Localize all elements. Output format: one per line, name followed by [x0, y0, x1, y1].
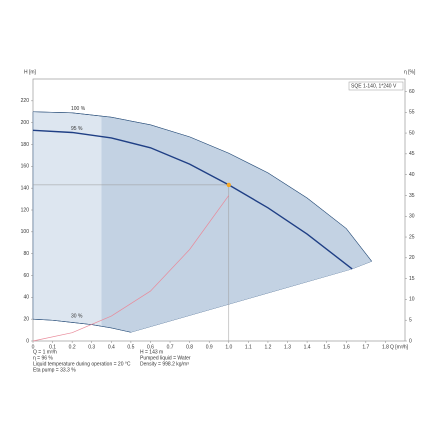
- note: Pumped liquid = Water: [140, 355, 191, 361]
- x-tick-label: 1.0: [225, 344, 232, 350]
- y2-tick-label: 0: [409, 338, 412, 344]
- note: H = 143 m: [140, 349, 163, 355]
- note: Liquid temperature during operation = 20…: [33, 361, 131, 367]
- y-tick-label: 220: [21, 98, 30, 104]
- x-tick-label: 1.3: [284, 344, 291, 350]
- y2-tick-label: 10: [409, 297, 415, 303]
- note: Q = 1 m³/h: [33, 349, 57, 355]
- y2-tick-label: 35: [409, 193, 415, 199]
- curve: [32, 129, 353, 270]
- curve-label: 30 %: [71, 314, 83, 320]
- y-tick-label: 60: [23, 273, 29, 279]
- y2-tick-label: 25: [409, 234, 415, 240]
- x-axis-label: Q [m³/h]: [390, 344, 409, 350]
- y-tick-label: 120: [21, 207, 30, 213]
- y-tick-label: 20: [23, 316, 29, 322]
- operating-point: [226, 182, 231, 188]
- operating-range: [101, 116, 372, 333]
- x-tick-label: 0.6: [147, 344, 154, 350]
- y2-tick-label: 5: [409, 318, 412, 324]
- x-tick-label: 1.6: [343, 344, 350, 350]
- curve: [32, 195, 230, 342]
- note: Eta pump = 33.3 %: [33, 367, 76, 373]
- x-tick-label: 0.5: [127, 344, 134, 350]
- x-tick-label: 0.1: [49, 344, 56, 350]
- y-tick-label: 180: [21, 142, 30, 148]
- y-tick-label: 140: [21, 185, 30, 191]
- x-tick-label: 1.1: [245, 344, 252, 350]
- x-tick-label: 0.2: [69, 344, 76, 350]
- curve: [32, 111, 372, 262]
- y-tick-label: 0: [26, 338, 29, 344]
- x-tick-label: 1.5: [323, 344, 330, 350]
- x-tick-label: 0.7: [167, 344, 174, 350]
- y-tick-label: 160: [21, 164, 30, 170]
- model: SQE 1-140, 1*240 V: [351, 83, 397, 89]
- y-tick-label: 200: [21, 120, 30, 126]
- y2-tick-label: 60: [409, 89, 415, 95]
- y2-axis-label: η [%]: [404, 69, 416, 75]
- note: Density = 998.2 kg/m³: [140, 361, 189, 367]
- x-tick-label: 1.7: [362, 344, 369, 350]
- y2-tick-label: 50: [409, 130, 415, 136]
- x-tick-label: 1.4: [304, 344, 311, 350]
- x-tick-label: 0.4: [108, 344, 115, 350]
- x-tick-label: 0.3: [88, 344, 95, 350]
- x-tick-label: 0.9: [206, 344, 213, 350]
- y-tick-label: 80: [23, 251, 29, 257]
- y-axis-label: H [m]: [24, 69, 37, 75]
- x-tick-label: 1.2: [264, 344, 271, 350]
- y2-tick-label: 20: [409, 255, 415, 261]
- y2-tick-label: 40: [409, 172, 415, 178]
- curve: [32, 318, 131, 333]
- model-box: [348, 81, 404, 91]
- y2-tick-label: 45: [409, 151, 415, 157]
- x-tick-label: 1.8: [382, 344, 389, 350]
- x-tick-label: 0.8: [186, 344, 193, 350]
- curve-label: 100 %: [71, 106, 86, 112]
- y2-tick-label: 30: [409, 214, 415, 220]
- y2-tick-label: 15: [409, 276, 415, 282]
- x-tick-label: 0: [32, 344, 35, 350]
- y-tick-label: 100: [21, 229, 30, 235]
- note: η = 96 %: [33, 355, 53, 361]
- y-tick-label: 40: [23, 295, 29, 301]
- curve-label: 95 %: [71, 126, 83, 132]
- y2-tick-label: 55: [409, 110, 415, 116]
